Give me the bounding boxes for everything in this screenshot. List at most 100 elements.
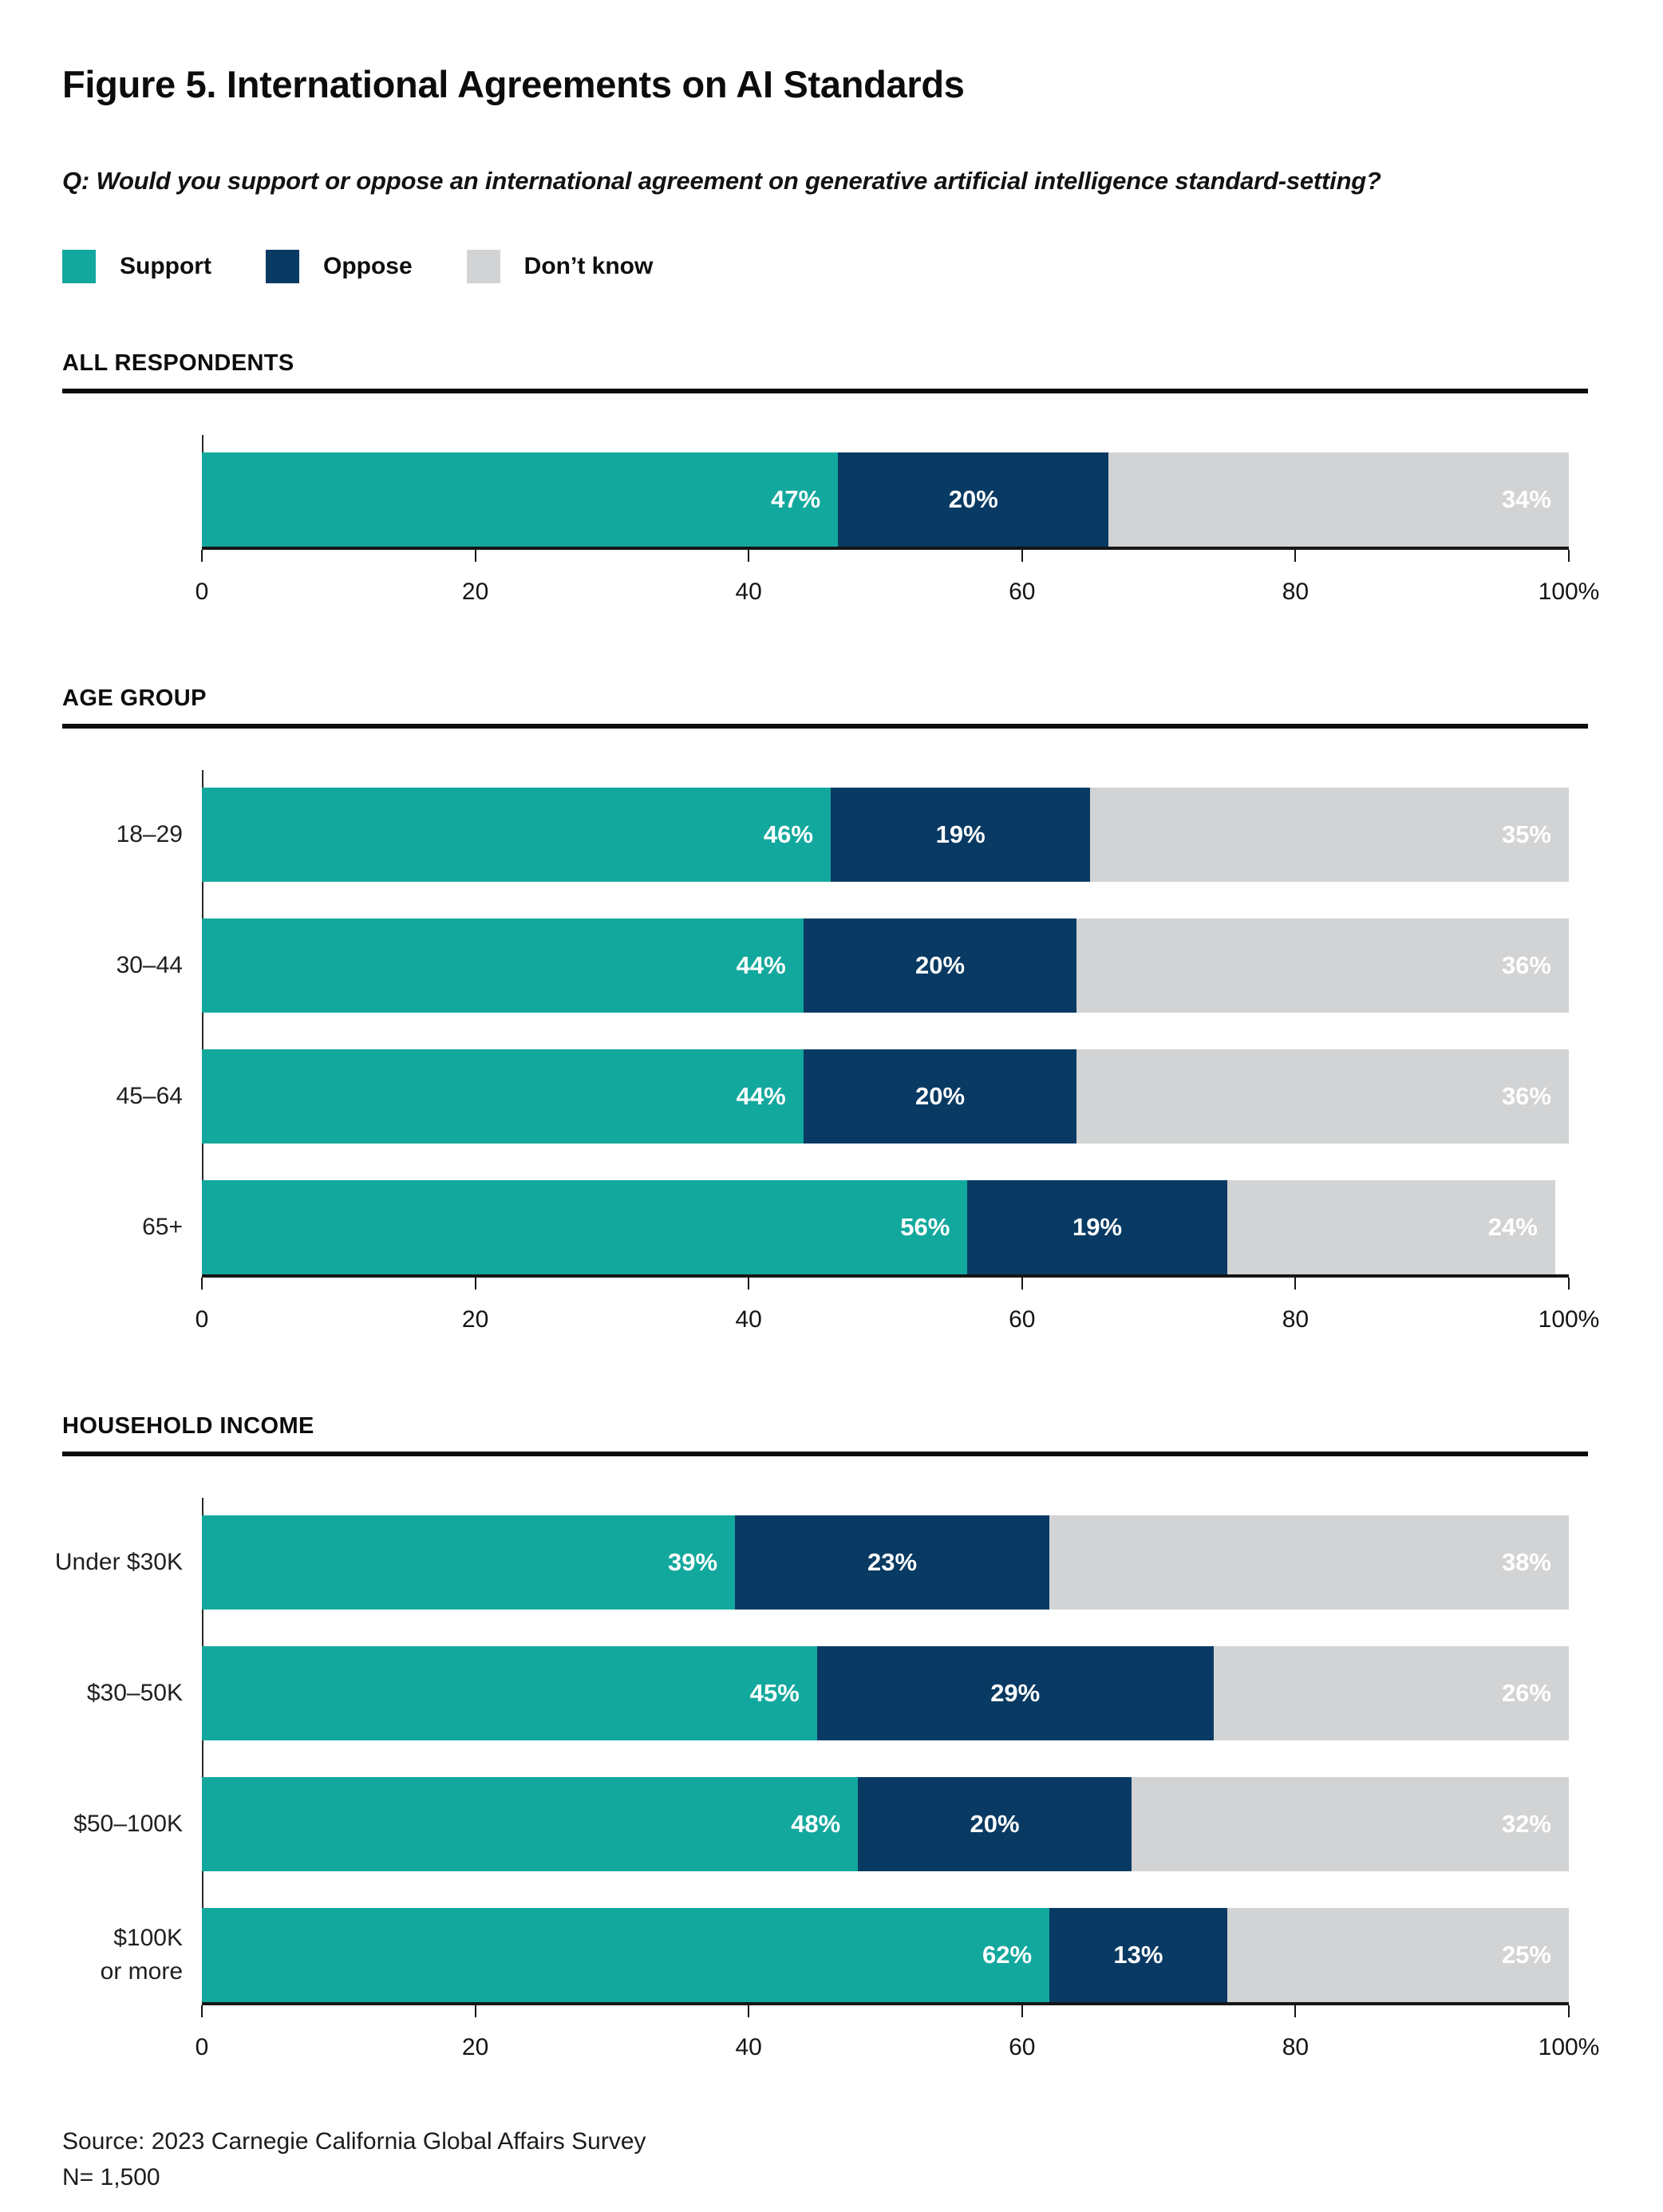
segment-dk: 36% xyxy=(1076,1049,1569,1144)
axis-tick-label: 0 xyxy=(195,2034,209,2060)
stacked-bar: 56% 19% 24% xyxy=(202,1180,1569,1274)
plot-area: Under $30K 39% 23% 38% $30–50K 45% 29% 26% $50–1… xyxy=(55,1498,1569,2002)
value-label: 24% xyxy=(1487,1213,1538,1241)
bar-row: 30–44 44% 20% 36% xyxy=(62,918,1569,1013)
segment-dk: 25% xyxy=(1227,1908,1569,2002)
segment-dk: 26% xyxy=(1213,1646,1569,1740)
category-label xyxy=(0,452,202,547)
category-label: $50–100K xyxy=(73,1811,183,1837)
segment-support: 44% xyxy=(202,1049,804,1144)
axis-tick-label: 40 xyxy=(735,1306,762,1333)
segment-dk: 24% xyxy=(1227,1180,1555,1274)
dont-know-swatch-icon xyxy=(466,250,500,283)
bar-row: $50–100K 48% 20% 32% xyxy=(62,1777,1569,1871)
axis-tick xyxy=(201,550,203,562)
axis-tick xyxy=(474,1278,476,1290)
value-label: 44% xyxy=(736,1082,786,1110)
axis-tick xyxy=(201,1278,203,1290)
value-label: 20% xyxy=(914,951,966,979)
axis-tick-label: 0 xyxy=(195,1306,209,1333)
axis-tick-label: 60 xyxy=(1009,579,1036,605)
value-label: 32% xyxy=(1501,1810,1551,1838)
section-title: HOUSEHOLD INCOME xyxy=(62,1413,314,1439)
plot-area: 18–29 46% 19% 35% 30–44 44% 20% 36% 45–64 44% 20% 3… xyxy=(62,770,1569,1274)
segment-dk: 35% xyxy=(1090,788,1569,882)
stacked-bar: 62% 13% 25% xyxy=(202,1908,1569,2002)
legend: Support Oppose Don’t know xyxy=(62,250,1588,283)
segment-support: 45% xyxy=(202,1646,817,1740)
bar-row: $100K or more 62% 13% 25% xyxy=(62,1908,1569,2002)
segment-support: 62% xyxy=(202,1908,1050,2002)
segment-support: 39% xyxy=(202,1515,736,1610)
axis-tick-label: 40 xyxy=(735,2034,762,2060)
axis-tick-label: 40 xyxy=(735,579,762,605)
category-label: $100K or more xyxy=(100,1925,183,1985)
value-label: 20% xyxy=(948,485,998,513)
value-label: 25% xyxy=(1501,1941,1551,1969)
value-label: 20% xyxy=(914,1082,966,1110)
chart-all-respondents: 47% 20% 34% 0 20 40 60 80 100% xyxy=(62,435,1599,618)
section-title: ALL RESPONDENTS xyxy=(62,350,294,376)
axis-tick-label: 80 xyxy=(1282,1306,1309,1333)
value-label: 44% xyxy=(736,951,786,979)
axis-tick-label: 20 xyxy=(461,2034,489,2060)
bar-row: Under $30K 39% 23% 38% xyxy=(55,1515,1569,1610)
stacked-bar: 47% 20% 34% xyxy=(202,452,1569,547)
value-label: 39% xyxy=(668,1548,718,1576)
value-label: 26% xyxy=(1501,1679,1551,1707)
axis-tick xyxy=(201,2005,203,2017)
segment-dk: 34% xyxy=(1108,452,1569,547)
section-divider xyxy=(62,389,1588,393)
section-divider xyxy=(62,724,1588,729)
segment-support: 47% xyxy=(202,452,839,547)
axis-tick xyxy=(748,2005,750,2017)
stacked-bar: 44% 20% 36% xyxy=(202,918,1569,1013)
value-label: 20% xyxy=(970,1810,1020,1838)
axis-tick xyxy=(1568,550,1570,562)
segment-dk: 38% xyxy=(1049,1515,1569,1610)
category-label: $30–50K xyxy=(86,1680,183,1706)
value-label: 19% xyxy=(1072,1213,1123,1241)
axis-tick xyxy=(1294,1278,1297,1290)
segment-oppose: 19% xyxy=(830,788,1091,882)
x-axis: 0 20 40 60 80 100% xyxy=(196,1274,1599,1346)
legend-label-oppose: Oppose xyxy=(322,253,413,279)
segment-dk: 36% xyxy=(1076,918,1569,1013)
value-label: 23% xyxy=(867,1548,918,1576)
figure-title: Figure 5. International Agreements on AI… xyxy=(62,63,965,105)
axis-tick xyxy=(748,550,750,562)
axis-tick xyxy=(474,550,476,562)
axis-tick xyxy=(474,2005,476,2017)
bar-row: $30–50K 45% 29% 26% xyxy=(62,1646,1569,1740)
axis-tick xyxy=(748,1278,750,1290)
value-label: 36% xyxy=(1501,951,1551,979)
value-label: 13% xyxy=(1113,1941,1163,1969)
value-label: 62% xyxy=(982,1941,1033,1969)
segment-oppose: 20% xyxy=(803,1049,1077,1144)
segment-oppose: 23% xyxy=(735,1515,1050,1610)
category-label: 45–64 xyxy=(116,1083,183,1109)
segment-support: 56% xyxy=(202,1180,968,1274)
x-axis: 0 20 40 60 80 100% xyxy=(196,2002,1599,2074)
section-header-household-income: HOUSEHOLD INCOME xyxy=(62,1413,1588,1456)
axis-tick-label: 60 xyxy=(1009,2034,1036,2060)
legend-item-oppose: Oppose xyxy=(265,250,413,283)
axis-tick-label: 20 xyxy=(461,1306,489,1333)
segment-oppose: 29% xyxy=(816,1646,1214,1740)
category-label: 30–44 xyxy=(116,952,183,978)
axis-tick xyxy=(1568,1278,1570,1290)
legend-item-support: Support xyxy=(62,250,211,283)
axis-tick-label: 100% xyxy=(1538,579,1600,605)
value-label: 46% xyxy=(763,820,813,848)
bar-row: 18–29 46% 19% 35% xyxy=(62,788,1569,882)
segment-oppose: 20% xyxy=(858,1777,1132,1871)
value-label: 56% xyxy=(900,1213,950,1241)
value-label: 45% xyxy=(749,1679,800,1707)
legend-label-support: Support xyxy=(120,253,211,279)
value-label: 35% xyxy=(1501,820,1551,848)
segment-support: 46% xyxy=(202,788,831,882)
legend-item-dont-know: Don’t know xyxy=(466,250,653,283)
value-label: 29% xyxy=(990,1679,1041,1707)
value-label: 48% xyxy=(791,1810,841,1838)
